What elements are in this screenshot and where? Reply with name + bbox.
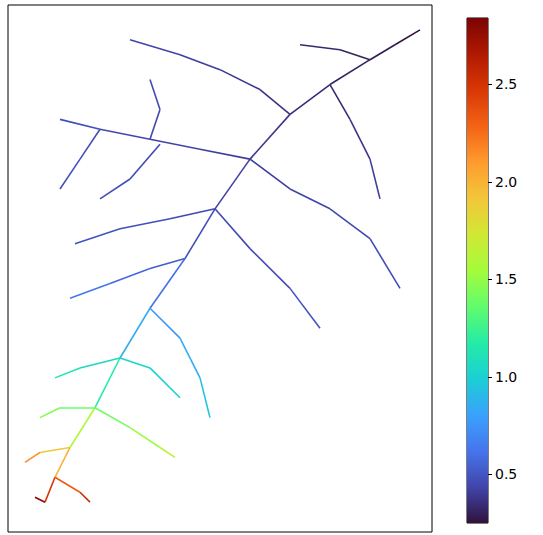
svg-text:1.5: 1.5 xyxy=(495,271,517,287)
svg-text:2.5: 2.5 xyxy=(495,76,517,92)
svg-text:0.5: 0.5 xyxy=(495,466,517,482)
svg-text:1.0: 1.0 xyxy=(495,369,517,385)
svg-text:2.0: 2.0 xyxy=(495,174,517,190)
